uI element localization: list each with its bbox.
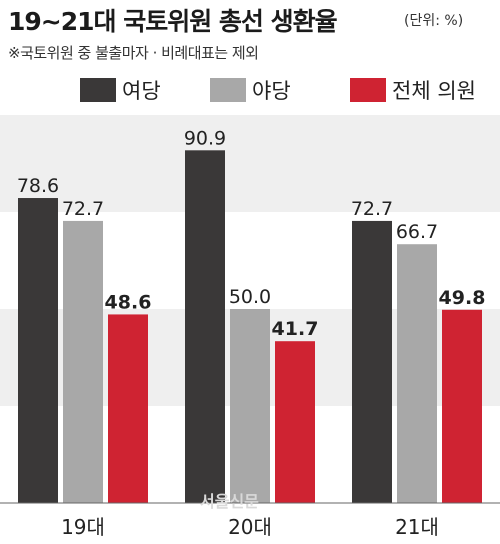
category-label-3: 21대 <box>395 515 439 539</box>
data-label-3-1: 72.7 <box>351 198 393 220</box>
grid-band <box>0 115 500 212</box>
unit-label: (단위: %) <box>404 13 464 29</box>
data-label-2-1: 90.9 <box>184 127 226 149</box>
bar-3-2 <box>397 244 437 504</box>
data-label-1-3: 48.6 <box>105 291 152 313</box>
chart-note: ※국토위원 중 불출마자 · 비례대표는 제외 <box>8 44 259 62</box>
legend-swatch-3 <box>350 78 386 102</box>
bar-1-2 <box>63 220 103 503</box>
bar-2-3 <box>275 341 315 503</box>
legend-swatch-2 <box>210 78 246 102</box>
data-label-1-1: 78.6 <box>17 175 59 197</box>
legend-label-1: 여당 <box>122 79 161 103</box>
bar-2-2 <box>230 309 270 503</box>
legend-swatch-1 <box>80 78 116 102</box>
category-label-2: 20대 <box>228 515 272 539</box>
data-label-3-3: 49.8 <box>439 287 486 309</box>
bar-3-1 <box>352 220 392 503</box>
data-label-2-2: 50.0 <box>229 286 271 308</box>
category-label-1: 19대 <box>61 515 105 539</box>
data-label-2-3: 41.7 <box>272 318 319 340</box>
chart-title: 19~21대 국토위원 총선 생환율 <box>8 7 338 36</box>
data-label-3-2: 66.7 <box>396 221 438 243</box>
legend-label-3: 전체 의원 <box>392 79 476 103</box>
bar-1-3 <box>108 314 148 503</box>
bar-3-3 <box>442 309 482 503</box>
bar-2-1 <box>185 150 225 504</box>
legend-label-2: 야당 <box>252 79 291 103</box>
data-label-1-2: 72.7 <box>62 198 104 220</box>
watermark: 서울신문 <box>200 492 259 511</box>
bar-1-1 <box>18 198 58 504</box>
